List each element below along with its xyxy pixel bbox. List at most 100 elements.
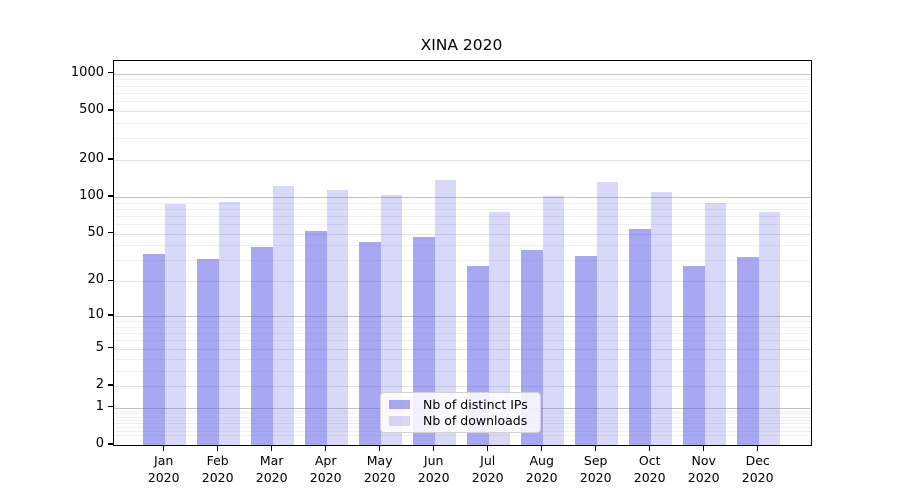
bar-ips-may <box>359 241 381 445</box>
gridline-minor <box>114 370 811 372</box>
y-tick-label-1000: 1000 <box>70 64 104 80</box>
y-tick-label-50: 50 <box>87 224 104 240</box>
bar-downloads-sep <box>596 182 619 445</box>
y-tick-label-10: 10 <box>87 307 104 323</box>
legend-swatch-downloads <box>389 416 410 426</box>
gridline-2 <box>114 386 811 387</box>
gridline-minor <box>114 326 811 328</box>
x-tick-label-nov: Nov 2020 <box>687 453 720 485</box>
gridline-minor <box>114 333 811 335</box>
x-tick-mark <box>217 445 219 451</box>
gridline-minor <box>114 321 811 323</box>
bar-ips-mar <box>251 246 273 445</box>
x-tick-label-mar: Mar 2020 <box>255 453 288 485</box>
legend-item-downloads: Nb of downloads <box>389 413 532 428</box>
x-tick-label-jul: Jul 2020 <box>471 453 504 485</box>
bar-downloads-jun <box>434 180 457 445</box>
x-tick-label-aug: Aug 2020 <box>525 453 558 485</box>
y-tick-mark <box>108 109 113 111</box>
x-tick-mark <box>325 445 327 451</box>
bar-ips-sep <box>575 255 597 445</box>
x-tick-label-feb: Feb 2020 <box>201 453 234 485</box>
gridline-minor <box>114 138 811 140</box>
x-tick-mark <box>541 445 543 451</box>
gridline-minor <box>114 215 811 217</box>
y-tick-label-200: 200 <box>79 150 104 166</box>
x-tick-label-may: May 2020 <box>363 453 396 485</box>
y-tick-mark <box>108 232 113 234</box>
gridline-200 <box>114 160 811 161</box>
y-tick-label-100: 100 <box>79 187 104 203</box>
x-tick-label-sep: Sep 2020 <box>579 453 612 485</box>
bar-ips-apr <box>305 230 327 445</box>
gridline-minor <box>114 92 811 94</box>
bar-downloads-nov <box>704 203 727 445</box>
gridline-minor <box>114 245 811 247</box>
gridline-minor <box>114 340 811 342</box>
y-tick-mark <box>108 158 113 160</box>
bar-ips-feb <box>197 258 219 445</box>
y-tick-mark <box>108 443 113 445</box>
legend-label-distinct-ips: Nb of distinct IPs <box>423 396 528 412</box>
gridline-5 <box>114 348 811 350</box>
x-tick-mark <box>433 445 435 451</box>
gridline-minor <box>114 208 811 210</box>
x-tick-mark <box>703 445 705 451</box>
y-tick-mark <box>108 72 113 74</box>
x-tick-mark <box>487 445 489 451</box>
chart-title: XINA 2020 <box>420 36 503 54</box>
x-tick-label-jun: Jun 2020 <box>417 453 450 485</box>
gridline-50 <box>114 233 811 235</box>
bar-downloads-mar <box>272 185 295 445</box>
gridline-minor <box>114 260 811 262</box>
bar-ips-jan <box>143 253 165 445</box>
legend-label-downloads: Nb of downloads <box>423 413 528 429</box>
x-tick-mark <box>271 445 273 451</box>
y-tick-label-1: 1 <box>95 398 104 414</box>
x-tick-mark <box>595 445 597 451</box>
bar-ips-dec <box>737 257 759 445</box>
bar-downloads-may <box>380 195 403 445</box>
y-tick-mark <box>108 406 113 408</box>
gridline-minor <box>114 101 811 103</box>
x-tick-label-jan: Jan 2020 <box>147 453 180 485</box>
gridline-minor <box>114 79 811 81</box>
legend-swatch-distinct-ips <box>389 399 410 409</box>
y-tick-label-20: 20 <box>87 272 104 288</box>
y-tick-mark <box>108 347 113 349</box>
plot-area <box>113 60 812 446</box>
y-tick-mark <box>108 384 113 386</box>
gridline-500 <box>114 110 811 112</box>
bar-downloads-apr <box>326 190 349 445</box>
x-tick-label-oct: Oct 2020 <box>633 453 666 485</box>
bar-downloads-jan <box>164 203 187 445</box>
x-tick-mark <box>379 445 381 451</box>
y-tick-mark <box>108 314 113 316</box>
y-tick-label-0: 0 <box>95 436 104 451</box>
y-tick-label-500: 500 <box>79 101 104 117</box>
y-tick-mark <box>108 195 113 197</box>
bar-downloads-aug <box>542 195 565 445</box>
gridline-minor <box>114 202 811 204</box>
gridline-minor <box>114 122 811 124</box>
x-tick-label-apr: Apr 2020 <box>309 453 342 485</box>
x-tick-mark <box>163 445 165 451</box>
bar-downloads-oct <box>650 191 673 445</box>
bar-downloads-dec <box>758 212 781 445</box>
bar-ips-nov <box>683 265 705 445</box>
gridline-minor <box>114 435 811 437</box>
y-tick-label-2: 2 <box>95 376 104 392</box>
legend: Nb of distinct IPs Nb of downloads <box>380 392 541 433</box>
y-tick-label-5: 5 <box>95 339 104 355</box>
legend-item-distinct-ips: Nb of distinct IPs <box>389 397 532 412</box>
x-tick-label-dec: Dec 2020 <box>741 453 774 485</box>
bar-ips-oct <box>629 228 651 445</box>
gridline-minor <box>114 358 811 360</box>
gridline-10 <box>114 316 811 318</box>
gridline-minor <box>114 224 811 226</box>
bar-downloads-feb <box>218 202 241 445</box>
y-tick-mark <box>108 279 113 282</box>
gridline-100 <box>114 197 811 198</box>
gridline-1000 <box>114 73 811 75</box>
